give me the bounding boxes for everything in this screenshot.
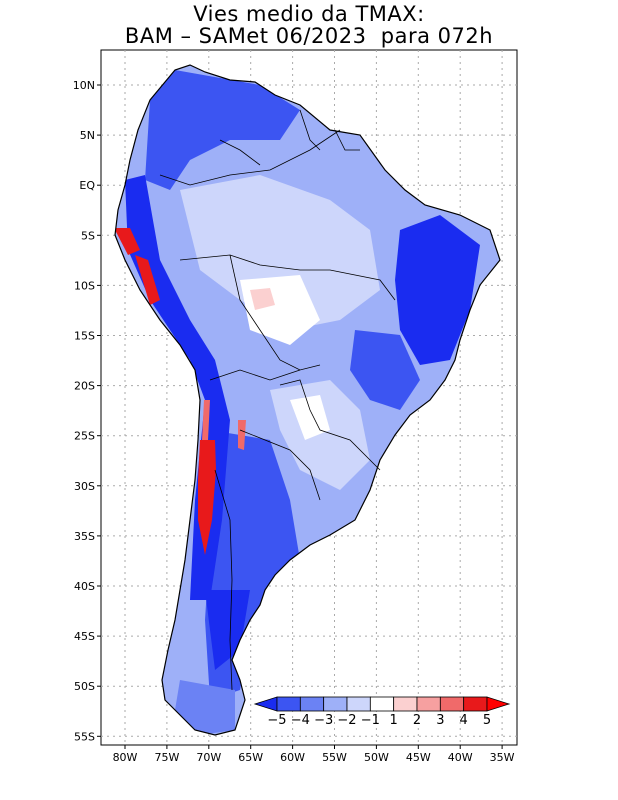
colorbar-label: 2 (413, 713, 421, 728)
lon-tick-label: 50W (364, 751, 389, 764)
lat-tick-label: 25S (74, 430, 95, 443)
lon-tick-label: 45W (406, 751, 431, 764)
colorbar-segment (369, 696, 395, 712)
colorbar: −5 −4 −3 −2 −1 1 2 3 4 5 (253, 696, 511, 728)
bias-region-north (145, 70, 300, 190)
bias-region-central-warm (250, 288, 275, 310)
lat-tick-label: 30S (74, 480, 95, 493)
lat-tick-label: 5N (80, 129, 95, 142)
bias-region-chile-coast (198, 440, 216, 555)
bias-region-southeast (350, 330, 420, 410)
bias-region-amazon (180, 175, 380, 330)
longitude-axis: 80W 75W 70W 65W 60W 55W 50W 45W 40W 35W (113, 745, 515, 764)
colorbar-label: −1 (361, 713, 380, 728)
lon-tick-label: 70W (196, 751, 221, 764)
lat-tick-label: 10S (74, 279, 95, 292)
colorbar-label: 1 (390, 713, 398, 728)
latitude-axis: 10N 5N EQ 5S 10S 15S 20S 25S 30S 35S 40S 45S 50S 55S (73, 79, 101, 743)
colorbar-label: −2 (337, 713, 356, 728)
lon-tick-label: 55W (322, 751, 347, 764)
colorbar-segment (393, 696, 418, 712)
lat-tick-label: 40S (74, 580, 95, 593)
lat-tick-label: 35S (74, 530, 95, 543)
lat-tick-label: 10N (73, 79, 95, 92)
lat-tick-label: 5S (81, 229, 95, 242)
colorbar-segment (416, 696, 441, 712)
colorbar-label: 3 (436, 713, 444, 728)
colorbar-label: 4 (460, 713, 468, 728)
lat-tick-label: 55S (74, 730, 95, 743)
lon-tick-label: 35W (490, 751, 515, 764)
colorbar-segment-max (486, 696, 511, 712)
lat-tick-label: 50S (74, 680, 95, 693)
colorbar-segment (299, 696, 325, 712)
lat-tick-label: 20S (74, 380, 95, 393)
bias-region-chaco (290, 395, 330, 440)
bias-region-peru-coast (115, 228, 140, 255)
colorbar-segment (463, 696, 488, 712)
lat-tick-label: EQ (79, 179, 95, 192)
lon-tick-label: 65W (238, 751, 263, 764)
map-title-line2: BAM – SAMet 06/2023 para 072h (124, 24, 494, 48)
bias-region-peru-andes (135, 255, 160, 305)
lon-tick-label: 40W (448, 751, 473, 764)
map-title-line1: Vies medio da TMAX: (193, 2, 425, 26)
colorbar-label: −5 (267, 713, 286, 728)
country-borders (159, 109, 396, 691)
lon-tick-label: 75W (154, 751, 179, 764)
colorbar-label: −4 (291, 713, 310, 728)
colorbar-label: −3 (314, 713, 333, 728)
lon-tick-label: 80W (113, 751, 138, 764)
bias-region-northeast (395, 215, 480, 365)
bias-region-atacama (202, 400, 210, 440)
colorbar-segment (276, 696, 301, 712)
lon-tick-label: 60W (280, 751, 305, 764)
colorbar-segment (346, 696, 371, 712)
colorbar-segment (439, 696, 465, 712)
lat-tick-label: 45S (74, 630, 95, 643)
colorbar-label: 5 (483, 713, 491, 728)
bias-region-andes-warm (238, 420, 246, 450)
bias-region-tierra-del-fuego (175, 680, 235, 735)
colorbar-segment (323, 696, 348, 712)
lat-tick-label: 15S (74, 330, 95, 343)
